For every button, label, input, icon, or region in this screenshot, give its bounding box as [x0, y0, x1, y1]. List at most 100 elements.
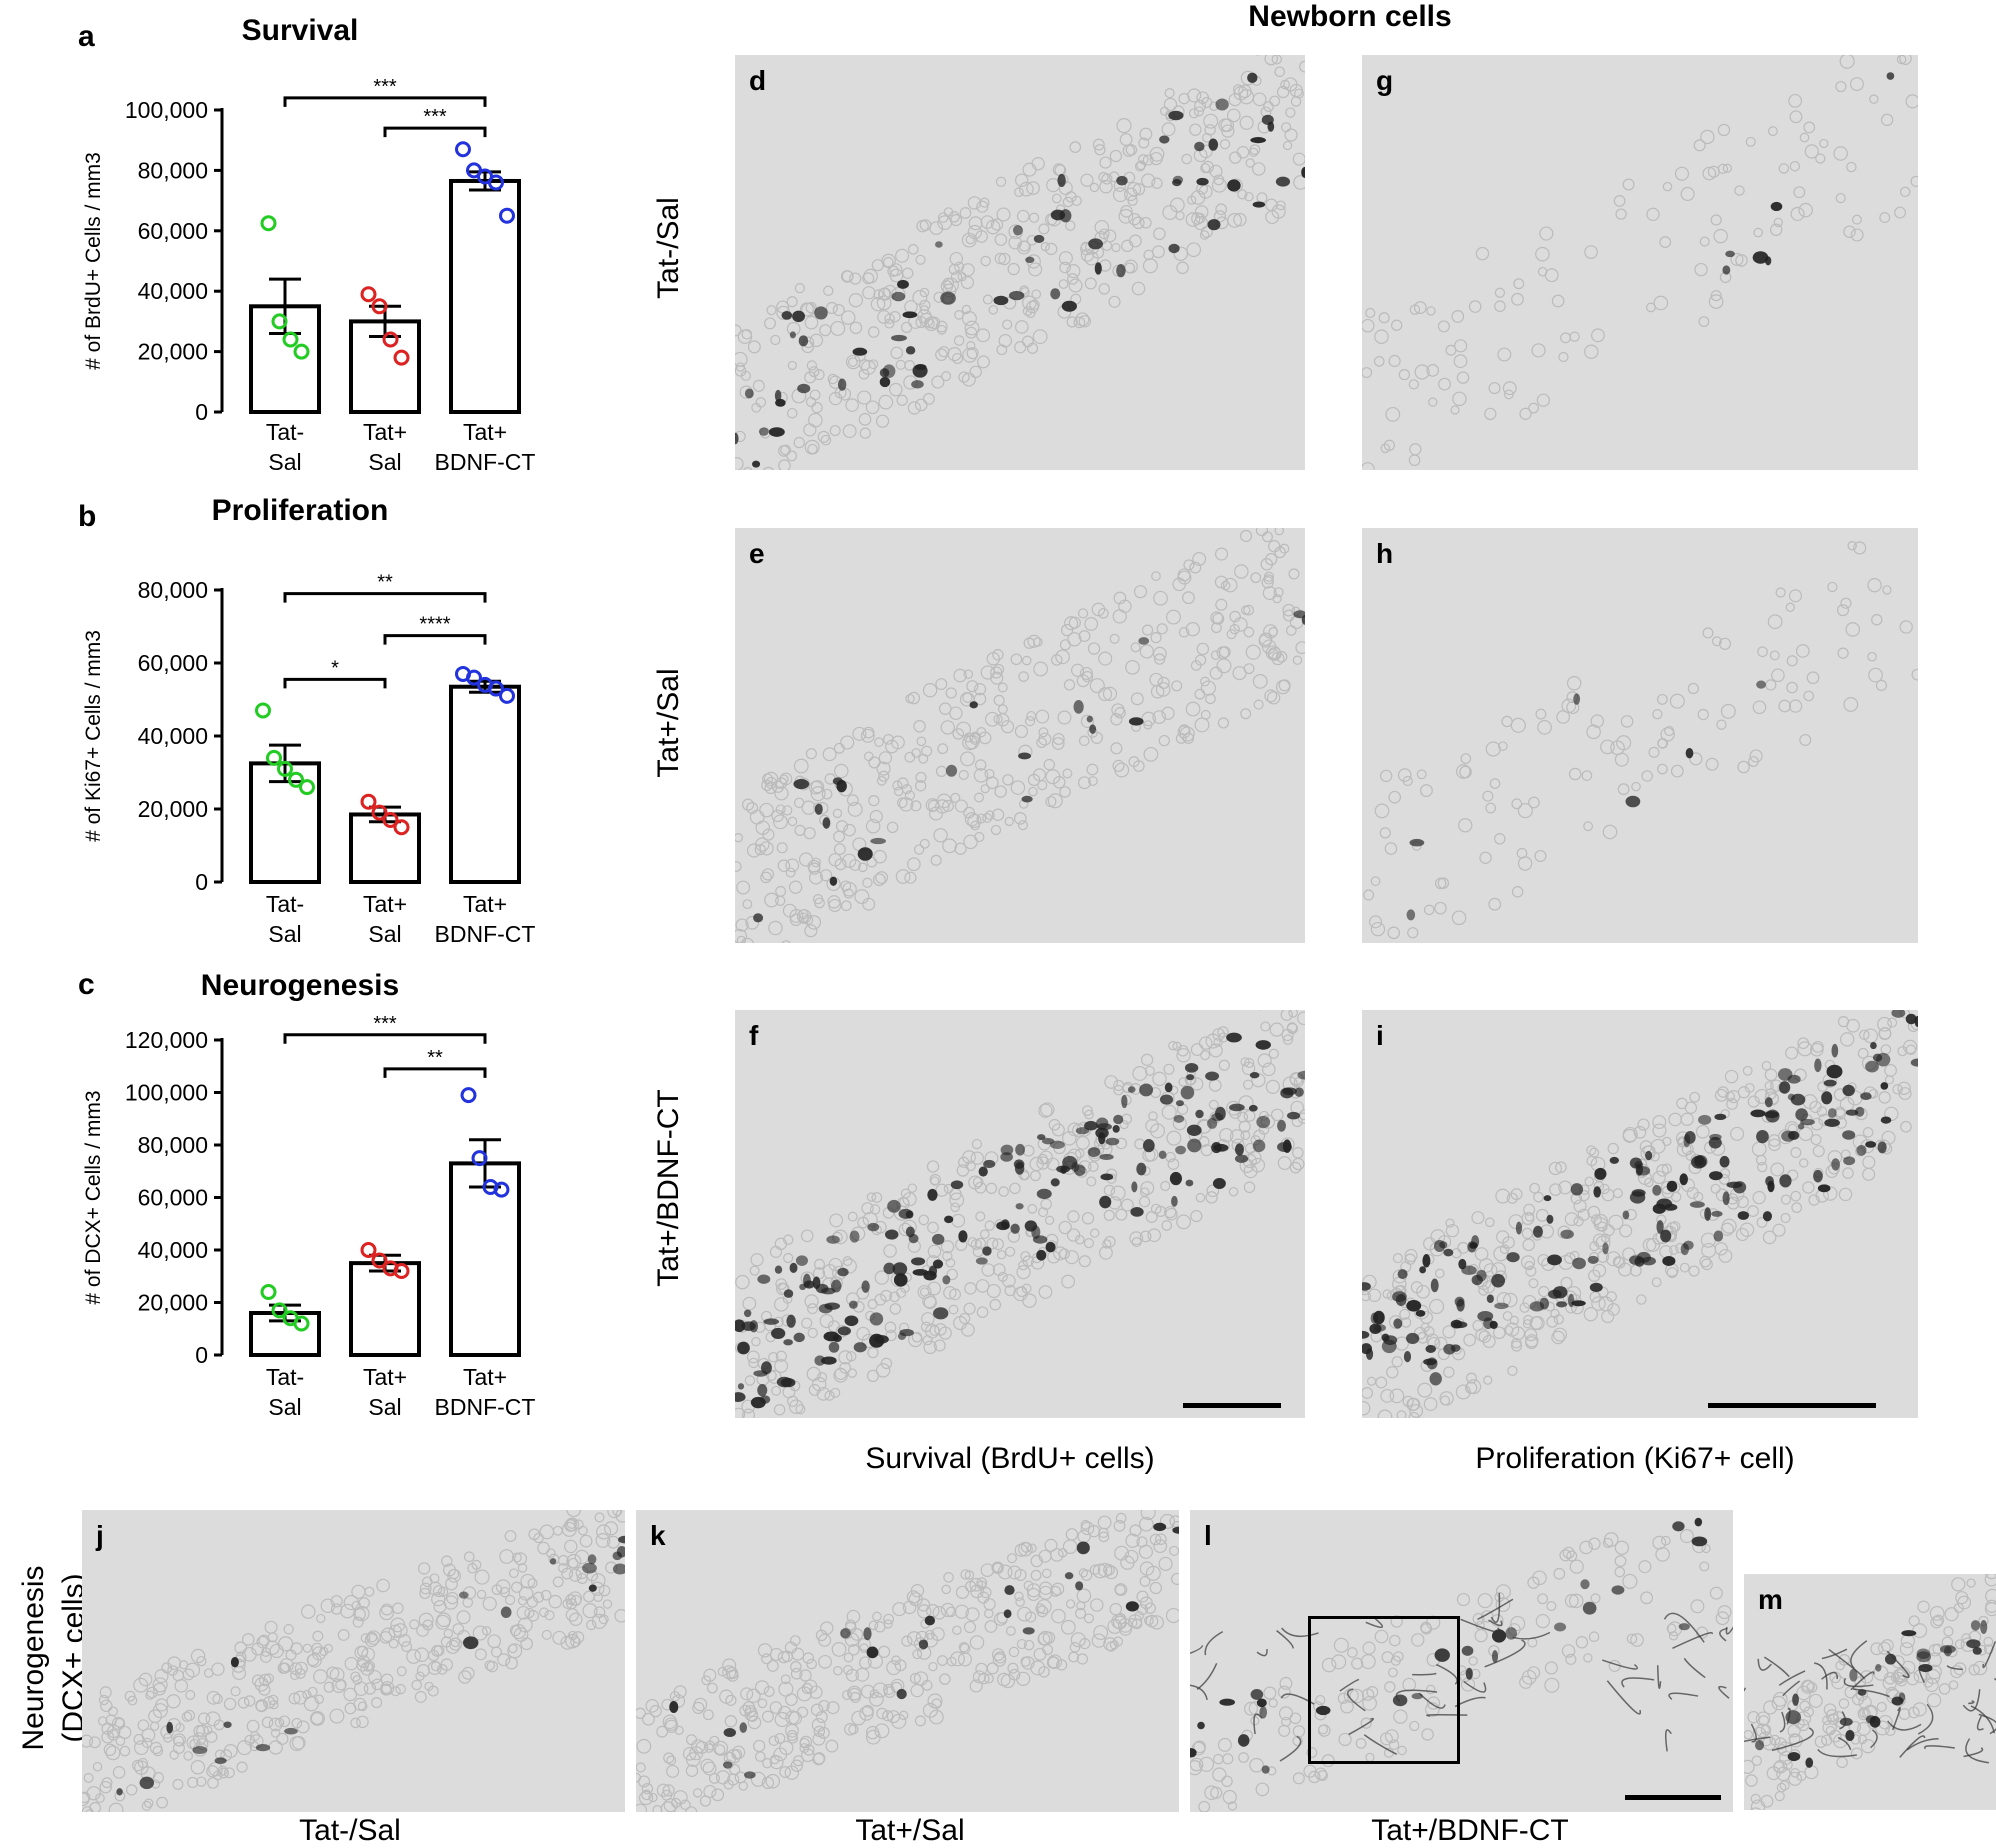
micrograph-i: i [1362, 1010, 1918, 1418]
panel-label-g: g [1376, 65, 1394, 96]
data-point [382, 331, 399, 348]
y-tick-label: 40,000 [138, 723, 208, 749]
data-point [466, 669, 482, 686]
chart-proliferation: Proliferation # of Ki67+ Cells / mm3 0 20,0… [0, 480, 600, 970]
data-point [471, 1150, 488, 1167]
significance-bracket [283, 592, 487, 603]
bar [449, 178, 521, 414]
x-tick-label: Tat- [266, 1364, 304, 1390]
data-point [282, 331, 299, 348]
y-axis-label: # of BrdU+ Cells / mm3 [82, 152, 105, 370]
y-tick-label: 0 [195, 869, 208, 895]
y-tick-label: 100,000 [125, 1080, 208, 1106]
significance-bracket [283, 1033, 487, 1044]
panel-label-j: j [96, 1520, 104, 1551]
x-tick-label: Sal [368, 449, 401, 475]
x-tick-label: BDNF-CT [435, 449, 536, 475]
data-point [260, 215, 277, 232]
panel-label-i: i [1376, 1020, 1384, 1051]
micrograph-j: j [82, 1510, 625, 1812]
data-point [255, 702, 271, 719]
x-tick-label: Tat+ [463, 1364, 507, 1390]
chart-title: Survival [242, 14, 359, 47]
micrograph-m: m [1744, 1574, 1996, 1810]
significance-bracket [283, 677, 387, 689]
y-tick-label: 80,000 [138, 157, 208, 183]
panel-label-e: e [749, 538, 765, 569]
x-tick-label: Tat+ [463, 419, 507, 445]
y-axis-label: # of DCX+ Cells / mm3 [82, 1090, 105, 1304]
micrograph-e: e [735, 528, 1305, 943]
panel-label-f: f [749, 1020, 759, 1051]
scale-bar [1708, 1403, 1876, 1408]
y-tick-label: 20,000 [138, 1290, 208, 1316]
data-point [266, 749, 282, 766]
y-tick-label: 60,000 [138, 1185, 208, 1211]
row-label-tat-plus-sal: Tat+/Sal [652, 668, 685, 778]
x-tick-label: Tat- [266, 891, 304, 917]
data-point [277, 760, 293, 777]
data-point [293, 343, 310, 360]
y-tick-label: 0 [195, 399, 208, 425]
x-tick-label: BDNF-CT [435, 921, 536, 947]
row-label-tat-minus-sal: Tat-/Sal [652, 197, 685, 299]
caption-survival: Survival (BrdU+ cells) [865, 1442, 1155, 1475]
data-point [360, 1242, 377, 1258]
y-tick-label: 100,000 [125, 97, 208, 123]
chart-survival: Survival # of BrdU+ Cells / mm3 0 20,000 40,… [0, 0, 600, 490]
x-tick-label: BDNF-CT [435, 1394, 536, 1420]
caption-j: Tat-/Sal [299, 1814, 401, 1847]
data-point [382, 811, 399, 828]
y-tick-label: 20,000 [138, 339, 208, 365]
panel-label-h: h [1376, 538, 1394, 569]
chart-neurogenesis: Neurogenesis # of DCX+ Cells / mm3 0 20,000… [0, 955, 600, 1425]
data-point [393, 819, 410, 836]
data-point [460, 1087, 477, 1104]
data-point [371, 298, 388, 315]
caption-proliferation: Proliferation (Ki67+ cell) [1475, 1442, 1795, 1475]
significance-label: **** [419, 614, 450, 636]
data-point [393, 1263, 410, 1279]
significance-label: * [331, 657, 339, 679]
y-axis-label: # of Ki67+ Cells / mm3 [82, 630, 105, 842]
inset-box [1308, 1616, 1460, 1764]
y-tick-label: 20,000 [138, 796, 208, 822]
data-point [493, 1181, 510, 1198]
panel-label-l: l [1204, 1520, 1212, 1551]
chart-title: Proliferation [212, 494, 389, 527]
data-point [455, 141, 471, 158]
x-tick-label: Sal [268, 449, 301, 475]
significance-bracket [383, 634, 487, 645]
data-point [360, 286, 377, 303]
y-tick-label: 40,000 [138, 278, 208, 304]
y-tick-label: 120,000 [125, 1027, 208, 1053]
micrograph-g: g [1362, 55, 1918, 470]
x-tick-label: Sal [268, 921, 301, 947]
bar [249, 761, 321, 884]
data-point [499, 207, 515, 224]
x-tick-label: Sal [268, 1394, 301, 1420]
y-tick-label: 60,000 [138, 650, 208, 676]
panel-label-a: a [78, 20, 95, 53]
micrograph-k: k [636, 1510, 1179, 1812]
x-tick-label: Tat+ [363, 1364, 407, 1390]
chart-title: Neurogenesis [201, 969, 399, 1002]
data-point [371, 804, 388, 821]
bar [349, 1261, 421, 1357]
scale-bar [1183, 1403, 1281, 1408]
panel-label-m: m [1758, 1584, 1783, 1615]
data-point [293, 1315, 310, 1332]
x-tick-label: Sal [368, 921, 401, 947]
row-label-neurogenesis: Neurogenesis (DCX+ cells) [0, 1510, 90, 1830]
micrograph-l: l [1190, 1510, 1733, 1812]
y-tick-label: 80,000 [138, 1132, 208, 1158]
row-label-neurogenesis-line1: Neurogenesis [17, 1565, 50, 1751]
x-tick-label: Tat+ [363, 419, 407, 445]
data-point [488, 680, 504, 697]
x-tick-label: Sal [368, 1394, 401, 1420]
significance-label: ** [427, 1047, 443, 1069]
scale-bar [1625, 1795, 1721, 1800]
micrograph-f: f [735, 1010, 1305, 1418]
data-point [360, 793, 377, 810]
significance-bracket [383, 1067, 487, 1078]
